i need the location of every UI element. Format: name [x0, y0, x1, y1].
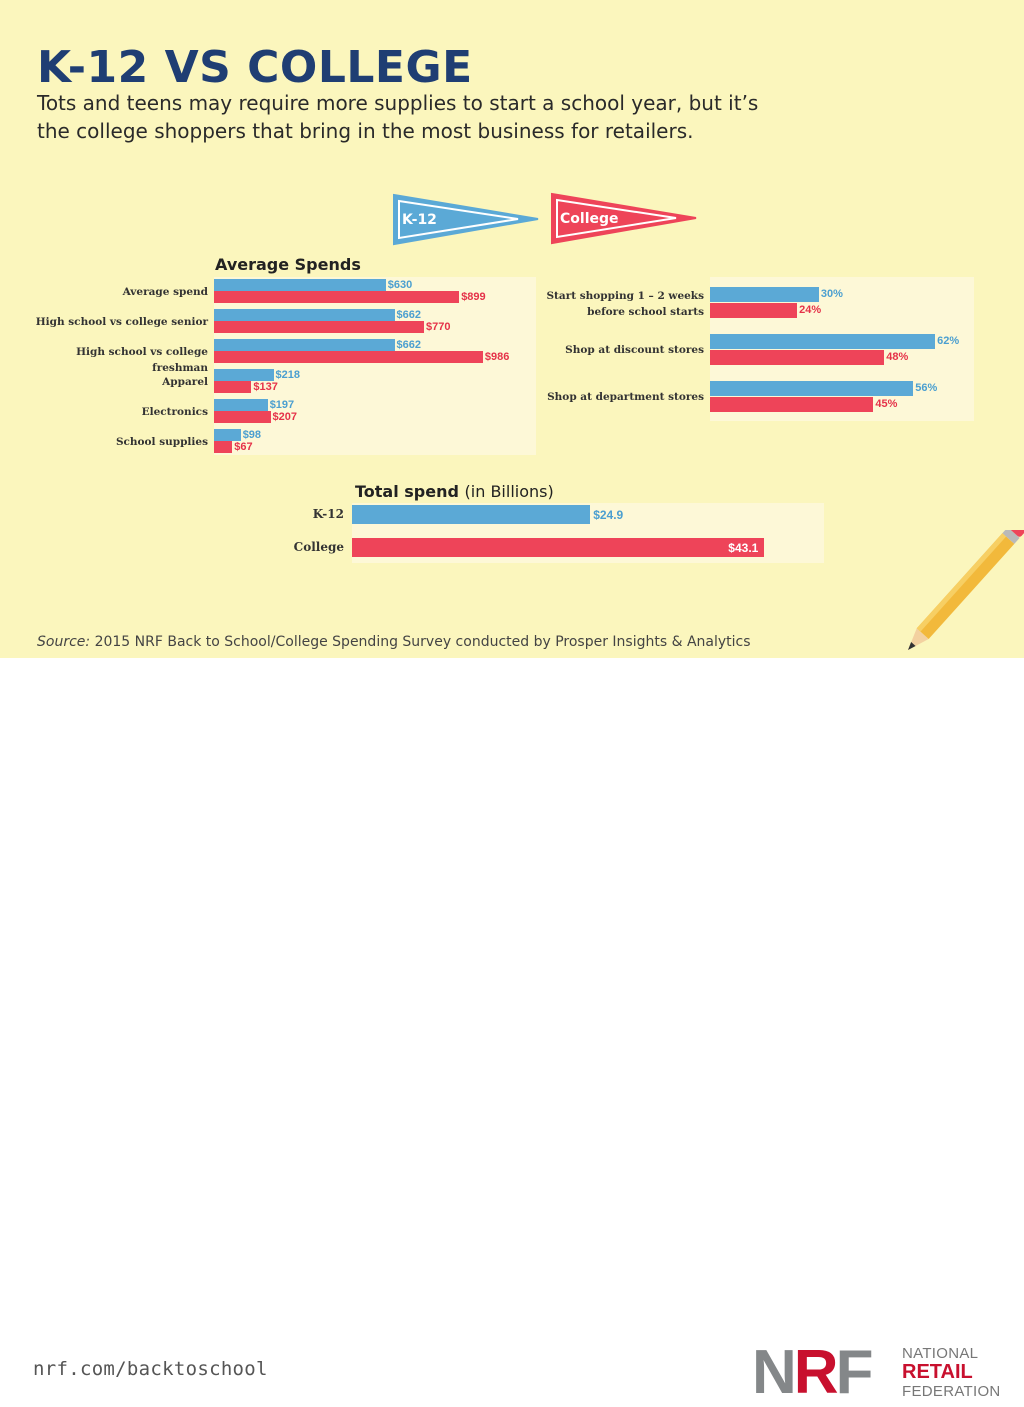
category-label-high-school-vs-college-senior: High school vs college senior [35, 316, 208, 328]
college-total-bar [352, 538, 765, 557]
nrf-line-national: NATIONAL [902, 1345, 979, 1362]
footer-url[interactable]: nrf.com/backtoschool [33, 1358, 268, 1380]
college-value-shop-at-discount-stores: 48% [886, 351, 909, 363]
college-bar-start-shopping-1-2-weeks-before-school-starts [710, 303, 798, 318]
average-spends-panel [214, 277, 536, 455]
nrf-wordmark: NATIONAL RETAIL FEDERATION [902, 1344, 1001, 1401]
college-value-electronics: $207 [272, 411, 297, 423]
total-spend-title-main: Total spend [355, 482, 459, 501]
k12-bar-shop-at-department-stores [710, 381, 914, 396]
source-note: Source: 2015 NRF Back to School/College … [37, 634, 751, 650]
k12-bar-start-shopping-1-2-weeks-before-school-starts [710, 287, 819, 302]
nrf-logo-r: R [793, 1338, 839, 1407]
average-spends-title: Average Spends [215, 255, 361, 274]
total-spend-title-suffix: (in Billions) [464, 482, 554, 501]
nrf-line-federation: FEDERATION [902, 1383, 1001, 1400]
college-bar-high-school-vs-college-freshman [214, 351, 483, 363]
k12-bar-electronics [214, 399, 268, 411]
category-label-high-school-vs-college-freshman: High school vs college freshman [76, 346, 208, 374]
k12-value-high-school-vs-college-freshman: $662 [396, 339, 421, 351]
k12-value-average-spend: $630 [387, 279, 413, 291]
k12-value-high-school-vs-college-senior: $662 [396, 309, 421, 321]
k12-pennant-flag: K-12 [393, 193, 539, 246]
nrf-line-retail: RETAIL [902, 1361, 973, 1383]
infographic-slide: K-12 VS COLLEGE Tots and teens may requi… [0, 0, 1024, 658]
college-value-high-school-vs-college-senior: $770 [426, 321, 451, 333]
source-text: 2015 NRF Back to School/College Spending… [94, 634, 751, 650]
college-pennant-flag: College [551, 192, 697, 245]
category-label-college: College [293, 540, 344, 554]
legend-k12-label: K-12 [402, 212, 437, 228]
nrf-logo: NRF [752, 1342, 873, 1404]
college-value-start-shopping-1-2-weeks-before-school-starts: 24% [799, 304, 822, 316]
k12-value-shop-at-department-stores: 56% [915, 382, 938, 394]
pencil-icon [908, 530, 1024, 650]
k12-bar-high-school-vs-college-senior [214, 309, 395, 321]
k12-value-shop-at-discount-stores: 62% [937, 335, 960, 347]
k12-value-electronics: $197 [269, 399, 295, 411]
college-bar-shop-at-discount-stores [710, 350, 885, 365]
total-spend-title: Total spend (in Billions) [355, 482, 554, 501]
k12-bar-average-spend [214, 279, 386, 291]
category-label-shop-at-discount-stores: Shop at discount stores [565, 344, 704, 356]
nrf-logo-f: F [835, 1338, 874, 1407]
k12-bar-school-supplies [214, 429, 241, 441]
k12-bar-shop-at-discount-stores [710, 334, 936, 349]
college-value-school-supplies: $67 [234, 441, 253, 453]
category-label-school-supplies: School supplies [115, 436, 208, 448]
subtitle: Tots and teens may require more supplies… [37, 91, 759, 143]
source-prefix: Source: [37, 634, 91, 650]
page-title: K-12 VS COLLEGE [37, 42, 473, 93]
category-label-start-shopping-1-2-weeks-before-school-starts: Start shopping 1 – 2 weeks before school… [546, 290, 704, 318]
college-bar-apparel [214, 381, 252, 393]
college-value-shop-at-department-stores: 45% [875, 398, 898, 410]
k12-value-school-supplies: $98 [242, 429, 262, 441]
category-label-shop-at-department-stores: Shop at department stores [547, 391, 704, 403]
college-total-value: $43.1 [728, 541, 759, 555]
college-bar-electronics [214, 411, 271, 423]
k12-total-value: $24.9 [593, 508, 624, 522]
college-bar-average-spend [214, 291, 460, 303]
k12-value-apparel: $218 [275, 369, 300, 381]
k12-value-start-shopping-1-2-weeks-before-school-starts: 30% [820, 288, 843, 300]
k12-bar-apparel [214, 369, 274, 381]
k12-bar-high-school-vs-college-freshman [214, 339, 395, 351]
category-label-electronics: Electronics [141, 406, 208, 418]
nrf-logo-n: N [752, 1338, 797, 1407]
college-value-average-spend: $899 [461, 291, 486, 303]
footer: nrf.com/backtoschool NRF NATIONAL RETAIL… [0, 658, 1024, 1404]
college-bar-high-school-vs-college-senior [214, 321, 424, 333]
legend-college-label: College [560, 211, 619, 227]
college-bar-school-supplies [214, 441, 233, 453]
college-value-apparel: $137 [253, 381, 278, 393]
college-bar-shop-at-department-stores [710, 397, 874, 412]
k12-total-bar [352, 505, 591, 524]
category-label-average-spend: Average spend [122, 286, 208, 298]
category-label-k-12: K-12 [312, 507, 344, 521]
category-label-apparel: Apparel [162, 376, 208, 388]
college-value-high-school-vs-college-freshman: $986 [484, 351, 510, 363]
